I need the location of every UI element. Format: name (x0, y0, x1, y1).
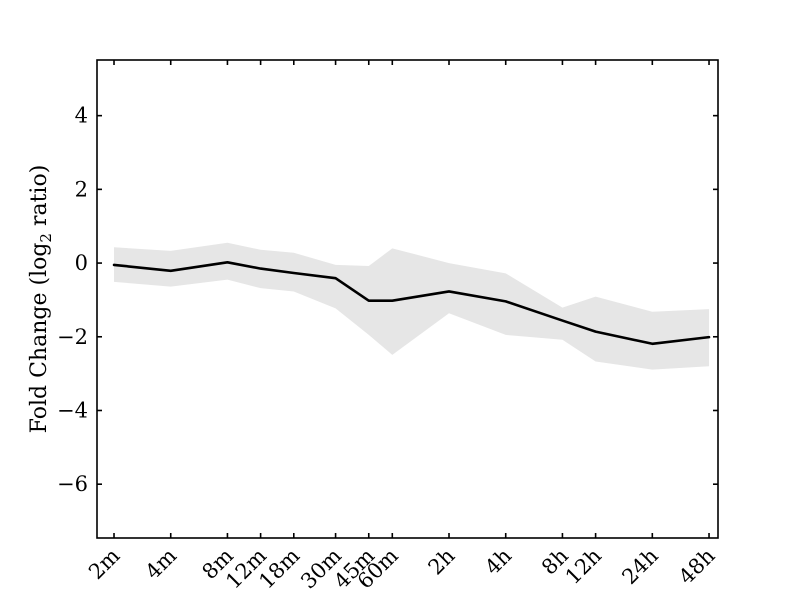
y-tick-label: −4 (57, 398, 88, 422)
mean-line (112, 261, 711, 346)
x-tick-label: 4m (141, 544, 182, 585)
x-tick-label: 2h (424, 544, 460, 580)
y-tick-label: 4 (75, 104, 88, 128)
x-tick-label: 18m (254, 544, 304, 594)
x-tick-label: 12h (561, 544, 606, 589)
x-tick-label: 48h (674, 544, 719, 589)
x-tick-label: 24h (617, 544, 662, 589)
y-tick-label: −6 (57, 472, 88, 496)
x-tick-label: 2m (84, 544, 125, 585)
x-tick-label: 4h (480, 544, 516, 580)
axes-spines (96, 59, 719, 539)
y-tick-label: −2 (57, 325, 88, 349)
confidence-band (114, 242, 710, 370)
y-axis-label: Fold Change (log2 ratio) (27, 165, 55, 434)
y-tick-label: 2 (75, 177, 88, 201)
y-tick-label: 0 (75, 251, 88, 275)
